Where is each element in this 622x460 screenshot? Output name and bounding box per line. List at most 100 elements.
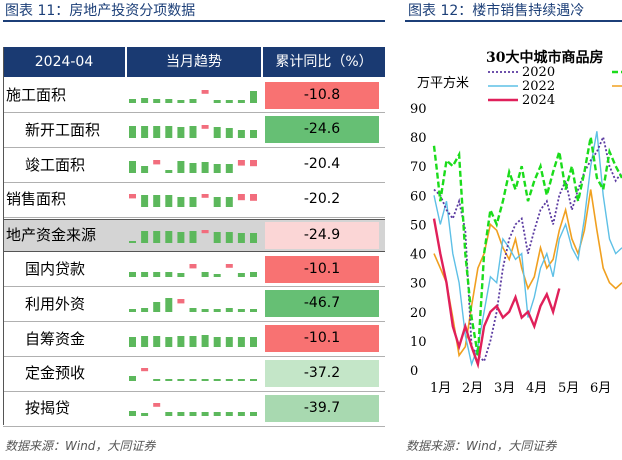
spark-bar — [237, 379, 245, 382]
x-tick-label: 6月 — [590, 381, 611, 396]
row-label: 利用外资 — [25, 294, 86, 313]
spark-bar — [141, 335, 149, 347]
trend-sparkline — [129, 334, 257, 347]
table-row: 定金预收 -37.2 — [3, 358, 385, 389]
series-line-2020 — [433, 134, 622, 363]
y-tick-label: 50 — [410, 218, 427, 233]
spark-bar — [165, 169, 173, 173]
spark-bar — [225, 412, 233, 417]
yoy-value: -39.7 — [265, 394, 379, 422]
spark-bar — [201, 334, 209, 347]
spark-bar — [141, 413, 149, 417]
row-divider — [3, 321, 385, 323]
spark-bar — [201, 90, 209, 94]
spark-bar — [213, 232, 221, 244]
y-tick-label: 10 — [410, 335, 427, 350]
spark-bar — [177, 412, 185, 417]
spark-bar — [129, 336, 136, 347]
spark-bar — [189, 412, 197, 417]
spark-bar — [225, 379, 233, 382]
spark-bar — [165, 99, 173, 103]
spark-bar — [213, 100, 221, 103]
y-tick-label: 20 — [410, 306, 427, 321]
spark-bar — [213, 197, 221, 208]
spark-bar — [189, 264, 197, 269]
spark-bar — [213, 274, 221, 277]
spark-bar — [250, 91, 257, 103]
y-tick-label: 0 — [410, 364, 418, 379]
trend-sparkline — [129, 230, 257, 244]
spark-bar — [165, 231, 173, 244]
yoy-value: -20.4 — [265, 151, 379, 179]
spark-bar — [225, 127, 233, 138]
spark-bar — [225, 197, 233, 208]
spark-bar — [189, 307, 197, 312]
spark-bar — [189, 125, 197, 138]
spark-bar — [201, 308, 209, 312]
left-panel-title: 图表 11：房地产投资分项数据 — [5, 3, 196, 19]
spark-bar — [165, 297, 173, 312]
spark-bar — [165, 412, 173, 417]
row-label: 自筹资金 — [25, 329, 86, 348]
x-tick-label: 2月 — [462, 381, 483, 396]
yoy-value: -10.1 — [265, 325, 379, 353]
spark-bar — [250, 272, 257, 277]
spark-bar — [177, 232, 185, 244]
spark-bar — [129, 376, 136, 382]
table-row: 国内贷款 -10.1 — [3, 254, 385, 285]
right-panel-title: 图表 12：楼市销售持续遇冷 — [408, 3, 585, 19]
row-label: 新开工面积 — [25, 120, 101, 139]
spark-bar — [153, 335, 161, 347]
series-line-2024 — [432, 218, 561, 369]
spark-bar — [213, 412, 221, 417]
spark-bar — [213, 163, 221, 173]
legend-label: 2024 — [522, 93, 555, 108]
chart-lines — [432, 131, 622, 369]
trend-sparkline — [129, 297, 257, 312]
table-left-border — [3, 47, 4, 425]
spark-bar — [213, 379, 221, 382]
row-divider — [3, 425, 385, 427]
spark-bar — [250, 336, 257, 347]
spark-bar — [129, 411, 136, 417]
spark-bar — [141, 272, 149, 277]
trend-sparkline — [129, 124, 257, 138]
spark-bar — [225, 100, 233, 103]
table-row: 销售面积 -20.2 — [3, 184, 385, 215]
spark-bar — [189, 162, 197, 173]
real-estate-table: 2024-04 当月趋势 累计同比（%） 施工面积 -10.8 新开工面积 -24.6… — [3, 47, 385, 427]
spark-bar — [165, 125, 173, 138]
header-divider — [261, 47, 263, 77]
series-line-2021 — [432, 136, 622, 356]
spark-bar — [237, 412, 245, 417]
spark-bar — [201, 412, 209, 417]
row-divider — [3, 147, 385, 149]
table-row: 利用外资 -46.7 — [3, 289, 385, 320]
chart-axes: 01020304050607080901月2月3月4月5月6月7月 — [410, 102, 611, 396]
spark-bar — [213, 336, 221, 347]
chart-title: 30大中城市商品房 — [486, 49, 603, 66]
spark-bar — [129, 160, 136, 173]
y-tick-label: 40 — [410, 248, 427, 263]
spark-bar — [141, 368, 149, 372]
row-label: 竣工面积 — [25, 155, 86, 174]
spark-bar — [213, 308, 221, 312]
spark-bar — [213, 126, 221, 138]
spark-bar — [250, 233, 257, 244]
spark-bar — [129, 125, 136, 138]
spark-bar — [189, 379, 197, 382]
header-date: 2024-04 — [34, 54, 94, 70]
spark-bar — [250, 379, 257, 382]
row-divider — [3, 286, 385, 288]
spark-bar — [129, 241, 136, 244]
spark-bar — [153, 159, 161, 164]
spark-bar — [177, 197, 185, 208]
y-tick-label: 30 — [410, 277, 427, 292]
y-tick-label: 60 — [410, 189, 427, 204]
header-trend: 当月趋势 — [166, 54, 222, 70]
spark-bar — [141, 165, 149, 173]
spark-bar — [177, 335, 185, 347]
x-tick-label: 4月 — [526, 381, 547, 396]
